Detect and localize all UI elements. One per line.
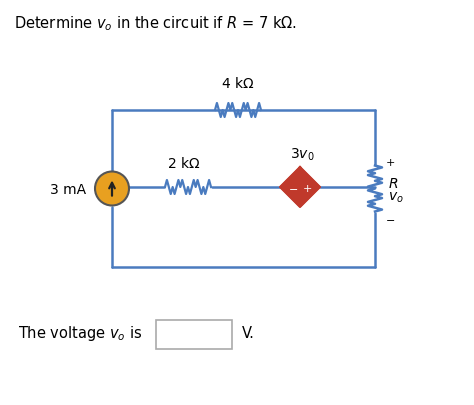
Text: 3 mA: 3 mA: [50, 182, 86, 196]
Text: The voltage $v_o$ is: The voltage $v_o$ is: [18, 324, 142, 343]
Text: $3v_0$: $3v_0$: [290, 146, 314, 162]
Text: $+$: $+$: [302, 182, 312, 193]
Text: $+$: $+$: [385, 157, 395, 168]
Polygon shape: [280, 168, 320, 207]
Text: $v_o$: $v_o$: [388, 190, 404, 204]
Text: $-$: $-$: [288, 183, 298, 192]
Text: 4 k$\Omega$: 4 k$\Omega$: [221, 76, 255, 91]
Text: $-$: $-$: [385, 214, 395, 224]
Circle shape: [95, 172, 129, 206]
Text: V.: V.: [242, 326, 255, 341]
FancyBboxPatch shape: [156, 320, 232, 349]
Text: $R$: $R$: [388, 176, 398, 190]
Text: 2 k$\Omega$: 2 k$\Omega$: [167, 156, 201, 171]
Text: Determine $v_o$ in the circuit if $R$ = 7 kΩ.: Determine $v_o$ in the circuit if $R$ = …: [14, 14, 297, 33]
